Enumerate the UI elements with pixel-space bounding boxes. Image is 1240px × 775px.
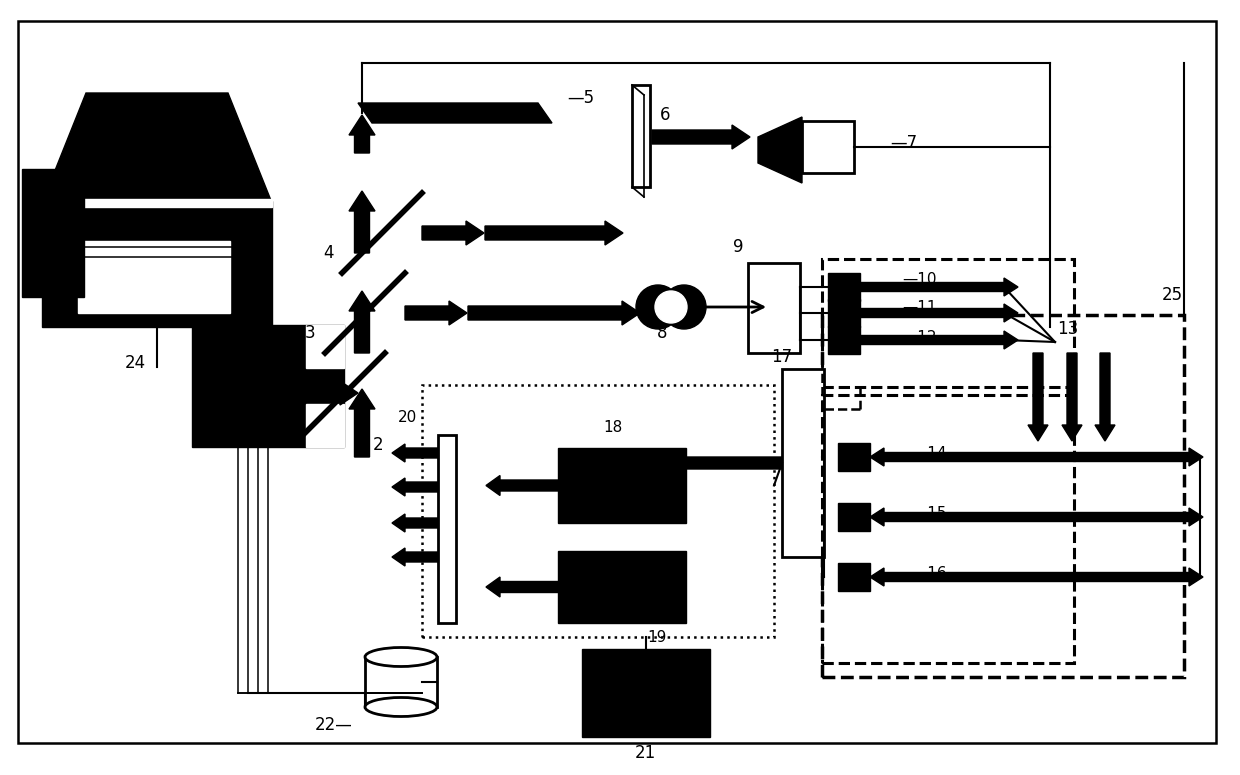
Text: 23: 23 xyxy=(42,314,63,332)
FancyArrow shape xyxy=(1095,353,1115,441)
Text: 21: 21 xyxy=(635,744,656,762)
Ellipse shape xyxy=(365,647,436,666)
Bar xyxy=(838,563,870,591)
FancyArrow shape xyxy=(392,514,438,532)
FancyArrow shape xyxy=(861,304,1018,322)
Bar xyxy=(306,405,343,447)
Bar xyxy=(192,325,343,447)
Bar xyxy=(632,85,650,187)
Ellipse shape xyxy=(365,698,436,717)
Bar xyxy=(782,369,825,557)
Bar xyxy=(828,299,861,327)
Bar xyxy=(438,435,456,623)
FancyArrow shape xyxy=(348,389,374,457)
FancyArrow shape xyxy=(422,221,484,245)
Text: 19: 19 xyxy=(647,629,666,645)
Bar xyxy=(838,443,870,471)
FancyArrow shape xyxy=(1075,568,1203,586)
FancyArrow shape xyxy=(861,331,1018,349)
Text: 17: 17 xyxy=(771,348,792,366)
Circle shape xyxy=(662,285,706,329)
Text: —7: —7 xyxy=(890,134,918,152)
Bar xyxy=(42,199,272,207)
FancyArrow shape xyxy=(392,444,438,462)
FancyArrow shape xyxy=(348,115,374,153)
Polygon shape xyxy=(42,93,272,203)
FancyArrow shape xyxy=(861,278,1018,296)
FancyArrow shape xyxy=(405,301,467,325)
Text: —10: —10 xyxy=(901,273,936,288)
FancyArrow shape xyxy=(348,291,374,353)
FancyArrow shape xyxy=(486,476,558,495)
Text: 20: 20 xyxy=(398,411,417,425)
FancyArrow shape xyxy=(467,301,640,325)
Text: 22—: 22— xyxy=(315,716,353,734)
Bar xyxy=(822,259,1074,387)
FancyArrow shape xyxy=(870,508,1075,526)
FancyArrow shape xyxy=(392,548,438,566)
Bar xyxy=(558,448,686,523)
FancyArrow shape xyxy=(1075,448,1203,466)
Text: 1: 1 xyxy=(273,381,283,399)
FancyArrow shape xyxy=(392,478,438,496)
Bar xyxy=(558,551,686,623)
FancyArrow shape xyxy=(670,452,782,474)
Text: —5: —5 xyxy=(567,89,594,107)
Polygon shape xyxy=(758,117,802,183)
Text: —11: —11 xyxy=(901,299,936,315)
FancyArrow shape xyxy=(348,191,374,253)
Text: 9: 9 xyxy=(733,238,743,256)
Circle shape xyxy=(655,291,687,323)
Text: 24: 24 xyxy=(124,354,145,372)
FancyArrow shape xyxy=(485,221,622,245)
Bar xyxy=(828,273,861,301)
Text: —15: —15 xyxy=(911,505,946,521)
Polygon shape xyxy=(358,103,552,123)
FancyArrow shape xyxy=(870,568,1075,586)
Bar xyxy=(78,241,229,313)
FancyArrow shape xyxy=(1028,353,1048,441)
Bar xyxy=(582,649,711,737)
Text: 4: 4 xyxy=(322,244,334,262)
Text: 13: 13 xyxy=(1056,320,1079,338)
FancyArrow shape xyxy=(306,381,358,405)
Bar xyxy=(422,385,774,637)
Text: 2: 2 xyxy=(373,436,383,454)
FancyArrow shape xyxy=(652,125,750,149)
Bar xyxy=(828,326,861,354)
Circle shape xyxy=(636,285,680,329)
FancyArrow shape xyxy=(1061,353,1083,441)
Text: 3: 3 xyxy=(305,324,315,342)
Bar xyxy=(802,121,854,173)
Bar xyxy=(22,169,84,297)
Bar xyxy=(306,325,343,367)
Bar xyxy=(365,657,436,707)
Text: —12: —12 xyxy=(901,329,936,345)
Bar xyxy=(822,315,1184,677)
FancyArrow shape xyxy=(870,448,1075,466)
Text: —14: —14 xyxy=(911,446,946,460)
Bar xyxy=(838,503,870,531)
Text: 8: 8 xyxy=(657,324,667,342)
Text: 18: 18 xyxy=(603,421,622,436)
Text: 6: 6 xyxy=(660,106,671,124)
Bar xyxy=(822,395,1074,663)
Text: —16: —16 xyxy=(911,566,946,580)
FancyArrow shape xyxy=(486,577,558,597)
Bar xyxy=(748,263,800,353)
FancyArrow shape xyxy=(1075,508,1203,526)
Text: 25: 25 xyxy=(1162,286,1183,304)
Bar xyxy=(42,201,272,327)
